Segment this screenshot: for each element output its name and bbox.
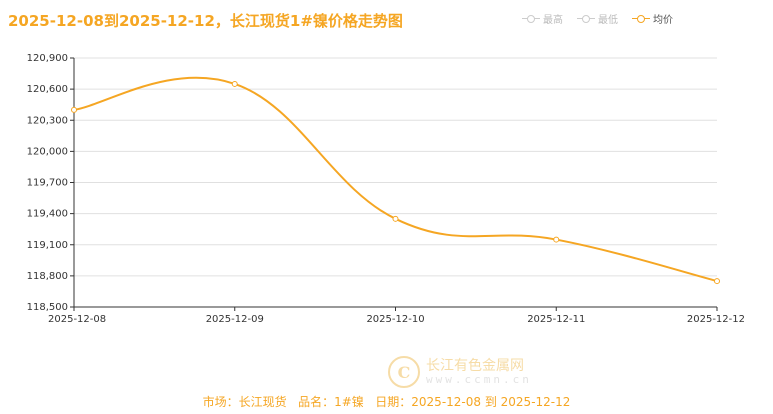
watermark-name: 长江有色金属网 bbox=[426, 357, 524, 374]
series-line-avg bbox=[73, 76, 718, 283]
legend-label-avg: 均价 bbox=[653, 15, 673, 26]
footer-date-value: 2025-12-08 到 2025-12-12 bbox=[411, 395, 571, 409]
footer-market-label: 市场： bbox=[202, 395, 239, 409]
ccmn-logo-icon: C bbox=[388, 356, 420, 388]
y-tick-label: 120,600 bbox=[27, 84, 68, 95]
x-tick-label: 2025-12-12 bbox=[687, 314, 745, 325]
data-point-avg[interactable] bbox=[71, 106, 77, 113]
grid-lines bbox=[74, 57, 717, 277]
footer-date-label: 日期： bbox=[375, 395, 412, 409]
legend-item-min[interactable]: 最低 bbox=[577, 11, 618, 26]
x-tick-label: 2025-12-08 bbox=[48, 314, 106, 325]
axes bbox=[70, 57, 718, 311]
chart-title: 2025-12-08到2025-12-12，长江现货1#镍价格走势图 bbox=[8, 12, 403, 30]
x-tick-label: 2025-12-11 bbox=[527, 314, 585, 325]
watermark-url: www.ccmn.cn bbox=[426, 372, 532, 386]
legend-line-circle-icon bbox=[522, 14, 540, 24]
legend-label-min: 最低 bbox=[598, 15, 618, 26]
y-tick-label: 119,400 bbox=[27, 209, 68, 220]
data-point-avg[interactable] bbox=[392, 215, 399, 222]
y-tick-label: 118,800 bbox=[27, 271, 68, 282]
y-tick-label: 119,700 bbox=[27, 178, 68, 189]
legend-item-max[interactable]: 最高 bbox=[522, 11, 563, 26]
data-point-avg[interactable] bbox=[231, 80, 238, 87]
data-point-avg[interactable] bbox=[714, 278, 720, 285]
legend-line-circle-icon bbox=[577, 14, 595, 24]
y-tick-label: 120,300 bbox=[27, 115, 68, 126]
series-avg bbox=[71, 76, 720, 285]
y-tick-label: 119,100 bbox=[27, 240, 68, 251]
x-tick-label: 2025-12-09 bbox=[206, 314, 264, 325]
legend-line-circle-icon bbox=[632, 14, 650, 24]
chart-footer: 市场：长江现货 品名：1#镍 日期：2025-12-08 到 2025-12-1… bbox=[0, 393, 773, 410]
chart-legend: 最高 最低 均价 bbox=[522, 11, 673, 26]
y-tick-labels: 118,500 118,800 119,100 119,400 119,700 120,0… bbox=[27, 53, 68, 313]
footer-product-label: 品名： bbox=[298, 395, 335, 409]
data-point-avg[interactable] bbox=[553, 236, 560, 243]
footer-product-value: 1#镍 bbox=[334, 395, 364, 409]
footer-market-value: 长江现货 bbox=[238, 395, 287, 409]
y-tick-label: 118,500 bbox=[27, 302, 68, 313]
watermark: C 长江有色金属网 www.ccmn.cn bbox=[388, 356, 532, 388]
legend-label-max: 最高 bbox=[543, 15, 563, 26]
y-tick-label: 120,000 bbox=[27, 146, 68, 157]
x-tick-labels: 2025-12-08 2025-12-09 2025-12-10 2025-12-11… bbox=[48, 314, 745, 325]
x-tick-label: 2025-12-10 bbox=[366, 314, 424, 325]
legend-item-avg[interactable]: 均价 bbox=[632, 11, 673, 26]
y-tick-label: 120,900 bbox=[27, 53, 68, 64]
